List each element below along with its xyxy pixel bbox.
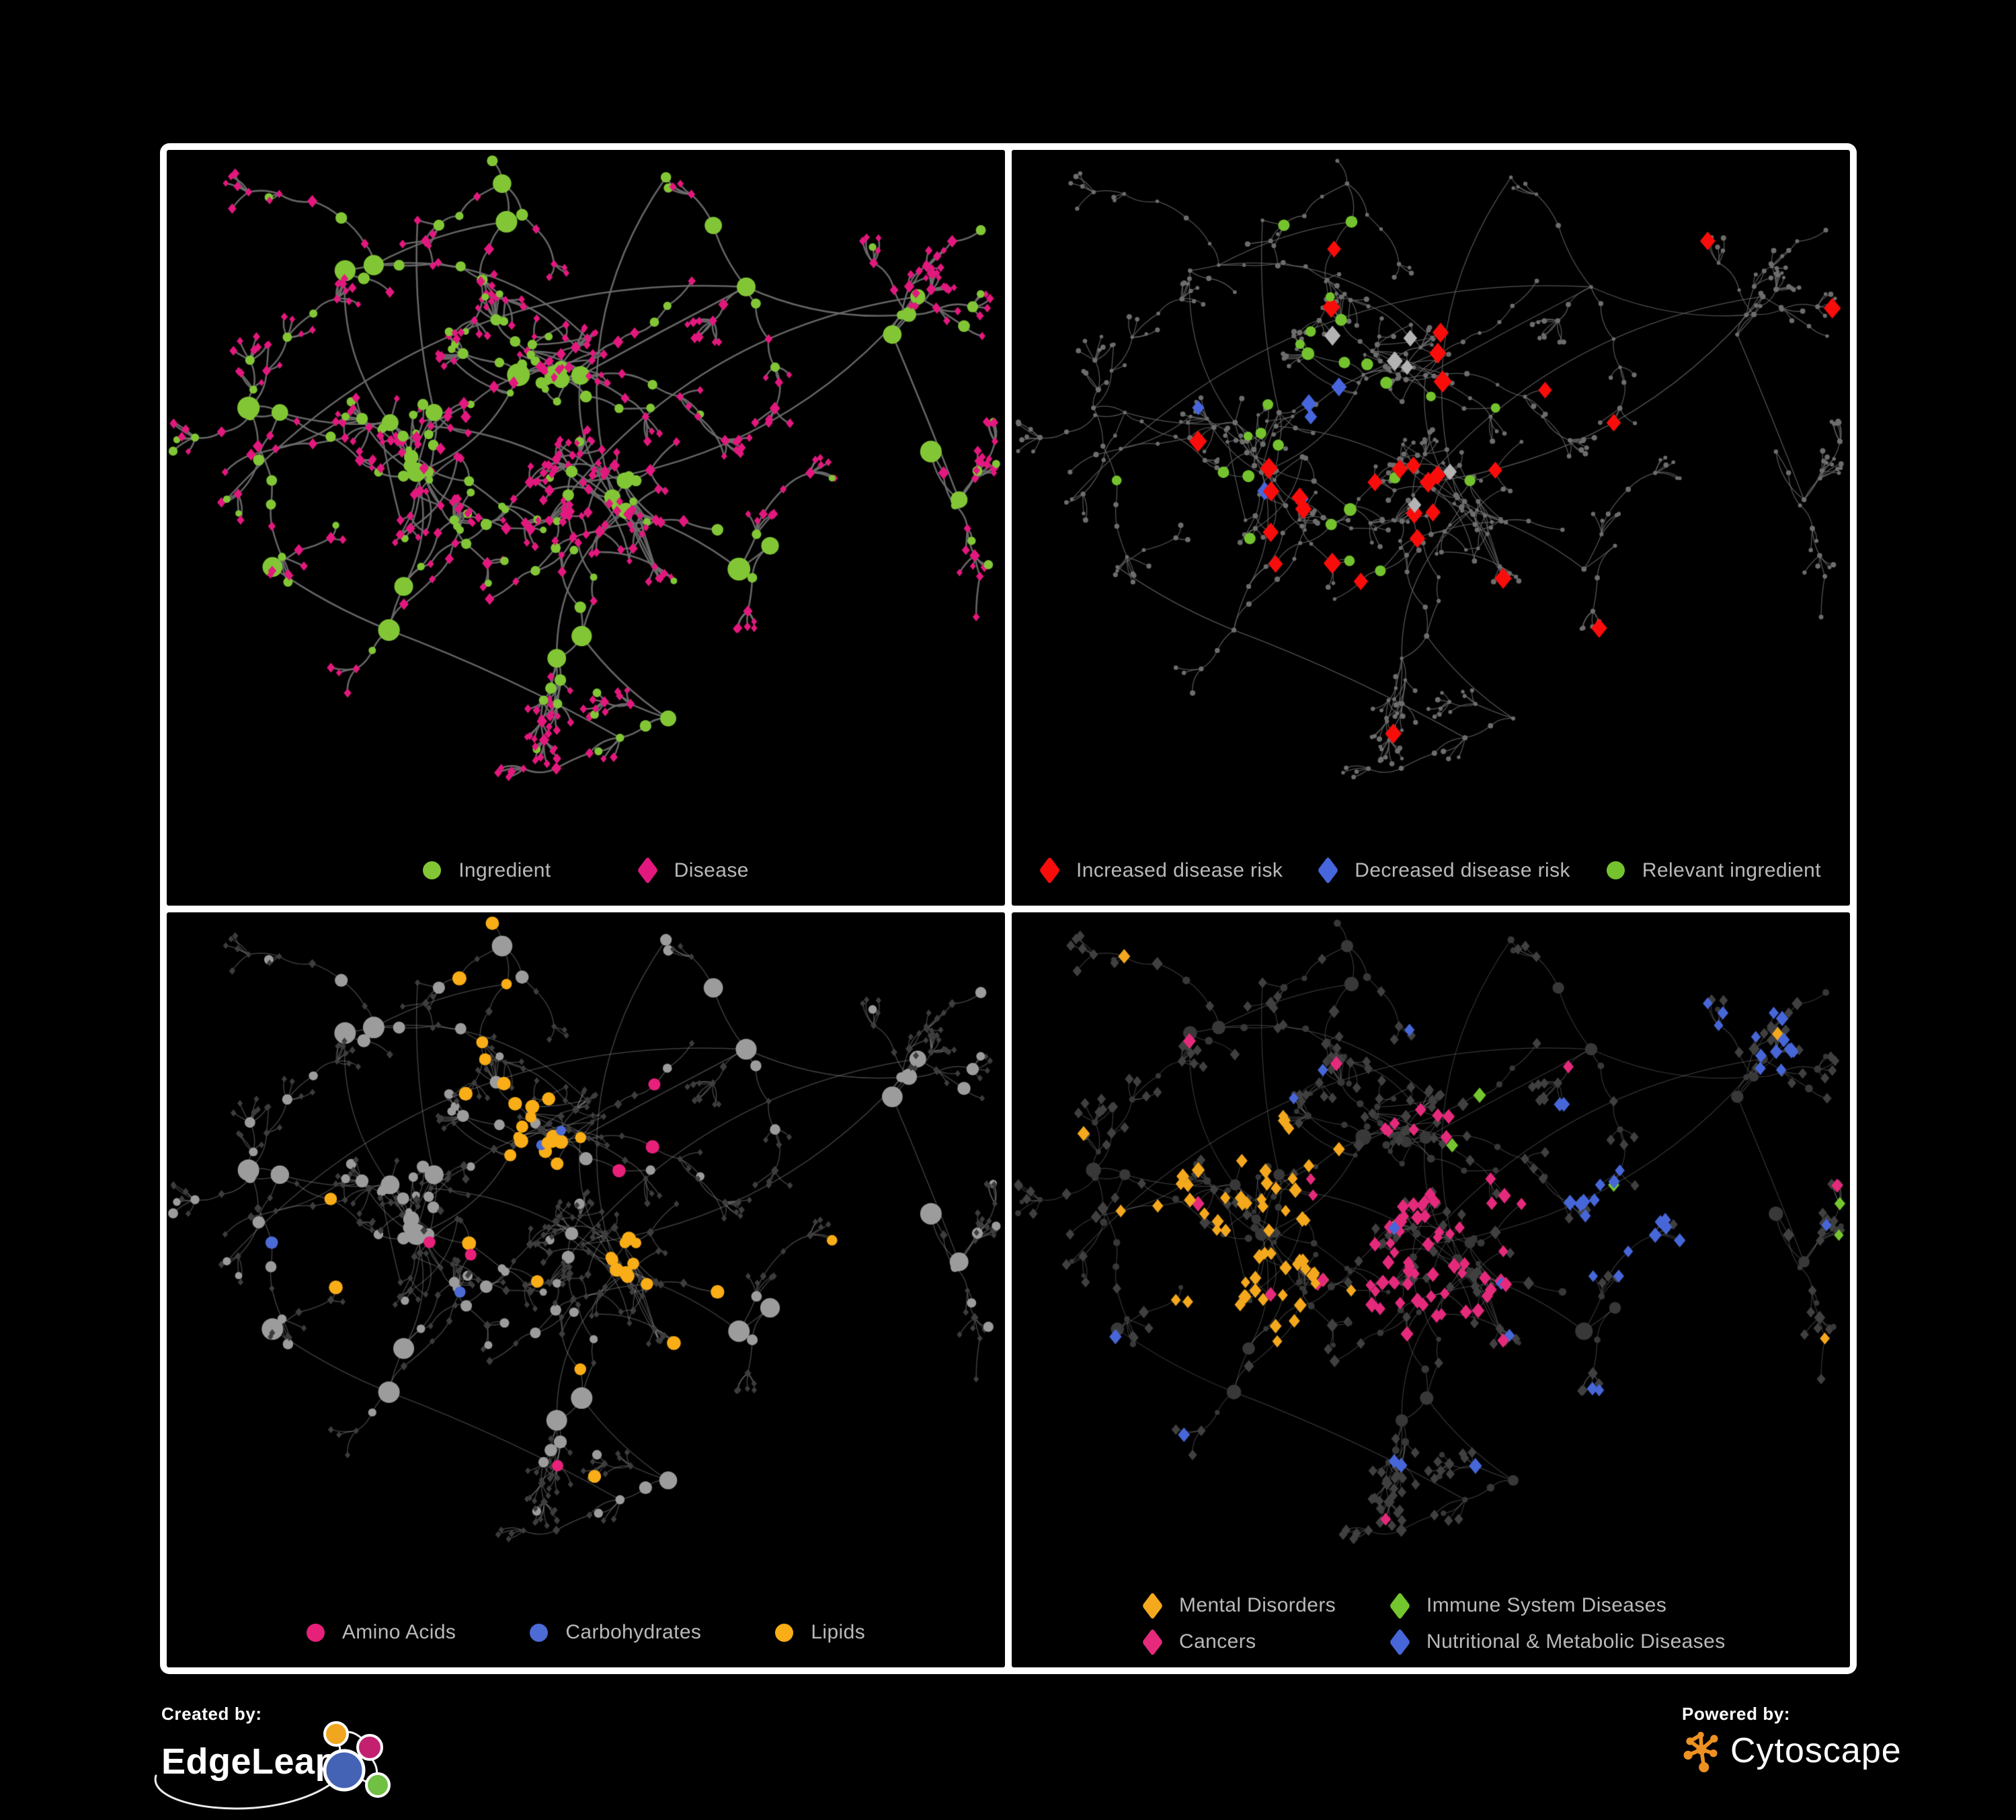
legend-item: Disease	[637, 856, 749, 885]
legend-label: Mental Disorders	[1179, 1594, 1336, 1616]
legend-item: Amino Acids	[306, 1618, 456, 1647]
legend-item: Increased disease risk	[1039, 856, 1283, 885]
ingredient-marker-icon	[423, 861, 442, 879]
edgeleap-logo: EdgeLeap	[154, 1721, 511, 1810]
panel-ingredient-disease: Ingredient Disease	[167, 150, 1005, 906]
carbohydrates-marker-icon	[530, 1623, 549, 1642]
legend-item: Relevant ingredient	[1606, 856, 1821, 885]
legend-label: Carbohydrates	[565, 1621, 702, 1643]
lipids-marker-icon	[775, 1623, 794, 1642]
cytoscape-credit: Powered by: Cytoscape	[1682, 1704, 1991, 1811]
legend-item: Lipids	[775, 1618, 865, 1647]
disease-marker-icon	[637, 856, 658, 885]
legend-disease-risk: Increased disease risk Decreased disease…	[1012, 856, 1850, 885]
decreased-risk-marker-icon	[1318, 856, 1339, 885]
legend-item: Mental Disorders	[1141, 1591, 1391, 1620]
powered-by-label: Powered by:	[1682, 1704, 1791, 1724]
legend-item: Immune System Diseases	[1389, 1591, 1726, 1620]
cytoscape-wordmark: Cytoscape	[1730, 1731, 1902, 1770]
cytoscape-network-icon	[1683, 1731, 1718, 1773]
legend-label: Lipids	[811, 1621, 866, 1643]
network-disease-classes	[1012, 912, 1850, 1667]
panels-grid: Ingredient Disease Increased disease ris…	[160, 143, 1857, 1674]
edgeleap-network-icon	[323, 1721, 391, 1798]
legend-item: Cancers	[1141, 1627, 1391, 1657]
edgeleap-credit: Created by: EdgeLeap	[154, 1704, 511, 1811]
increased-risk-marker-icon	[1039, 856, 1061, 885]
legend-label: Ingredient	[458, 859, 551, 881]
network-ingredient-classes	[167, 912, 1005, 1667]
legend-item: Carbohydrates	[530, 1618, 701, 1647]
relevant-ingredient-marker-icon	[1606, 861, 1625, 879]
mental-disorders-marker-icon	[1141, 1591, 1164, 1620]
legend-label: Increased disease risk	[1076, 859, 1283, 881]
panel-disease-risk: Increased disease risk Decreased disease…	[1012, 150, 1850, 906]
cancers-marker-icon	[1141, 1628, 1164, 1656]
legend-disease-classes: Mental Disorders Immune System Diseases …	[1141, 1591, 1726, 1657]
immune-system-diseases-marker-icon	[1389, 1591, 1411, 1620]
nutritional-metabolic-diseases-marker-icon	[1389, 1628, 1411, 1656]
legend-item: Nutritional & Metabolic Diseases	[1389, 1627, 1726, 1657]
legend-label: Relevant ingredient	[1642, 859, 1821, 881]
panel-disease-classes: Mental Disorders Immune System Diseases …	[1012, 912, 1850, 1667]
edgeleap-wordmark: EdgeLeap	[161, 1741, 338, 1782]
legend-label: Disease	[674, 859, 749, 881]
legend-item: Decreased disease risk	[1318, 856, 1570, 885]
legend-label: Immune System Diseases	[1426, 1594, 1667, 1616]
legend-ingredient-classes: Amino Acids Carbohydrates Lipids	[167, 1618, 1005, 1647]
legend-label: Decreased disease risk	[1355, 859, 1570, 881]
panel-ingredient-classes: Amino Acids Carbohydrates Lipids	[167, 912, 1005, 1667]
legend-ingredient-disease: Ingredient Disease	[167, 856, 1005, 885]
legend-label: Cancers	[1179, 1630, 1256, 1653]
created-by-label: Created by:	[161, 1704, 262, 1724]
amino-acids-marker-icon	[306, 1623, 325, 1642]
legend-label: Amino Acids	[341, 1621, 456, 1643]
legend-item: Ingredient	[423, 856, 551, 885]
network-ingredient-disease	[167, 150, 1005, 906]
legend-label: Nutritional & Metabolic Diseases	[1426, 1630, 1726, 1653]
cytoscape-logo: Cytoscape	[1682, 1729, 1991, 1773]
network-disease-risk	[1012, 150, 1850, 906]
edgeleap-swoosh-icon	[154, 1774, 337, 1810]
